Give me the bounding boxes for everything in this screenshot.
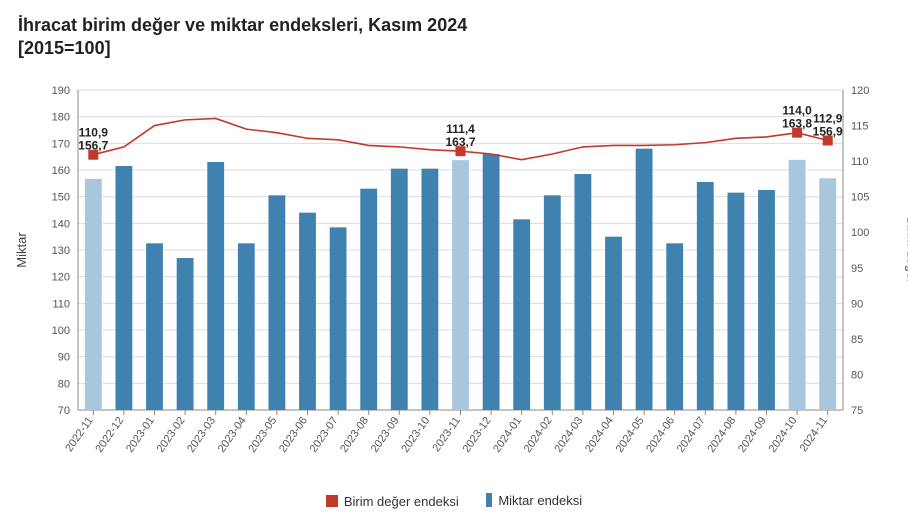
svg-text:120: 120 bbox=[52, 272, 70, 284]
svg-text:2024-03: 2024-03 bbox=[552, 415, 585, 455]
svg-text:2023-08: 2023-08 bbox=[338, 415, 371, 455]
svg-text:85: 85 bbox=[851, 334, 863, 346]
legend-item-bar: Miktar endeksi bbox=[486, 493, 582, 508]
svg-text:2023-06: 2023-06 bbox=[277, 415, 310, 455]
svg-text:100: 100 bbox=[851, 227, 869, 239]
svg-text:2024-01: 2024-01 bbox=[491, 415, 524, 455]
svg-text:2022-11: 2022-11 bbox=[63, 415, 96, 454]
svg-text:190: 190 bbox=[52, 85, 70, 97]
svg-text:110: 110 bbox=[52, 298, 70, 310]
y-axis-right-label: Birim değer bbox=[904, 217, 908, 283]
svg-text:170: 170 bbox=[52, 138, 70, 150]
svg-text:2023-05: 2023-05 bbox=[246, 415, 279, 455]
title-line-1: İhracat birim değer ve miktar endeksleri… bbox=[18, 15, 467, 35]
svg-text:2023-01: 2023-01 bbox=[124, 415, 157, 455]
svg-text:2023-03: 2023-03 bbox=[185, 415, 218, 455]
svg-text:105: 105 bbox=[851, 192, 869, 204]
legend-label-line: Birim değer endeksi bbox=[344, 494, 459, 509]
legend: Birim değer endeksi Miktar endeksi bbox=[0, 493, 908, 511]
svg-text:111,4: 111,4 bbox=[446, 122, 475, 136]
svg-text:114,0: 114,0 bbox=[782, 104, 812, 118]
svg-text:140: 140 bbox=[52, 218, 70, 230]
chart-title: İhracat birim değer ve miktar endeksleri… bbox=[18, 14, 898, 61]
svg-text:160: 160 bbox=[52, 165, 70, 177]
svg-text:150: 150 bbox=[52, 192, 70, 204]
svg-text:2024-11: 2024-11 bbox=[798, 415, 831, 454]
svg-text:163,7: 163,7 bbox=[445, 135, 475, 149]
svg-text:2023-07: 2023-07 bbox=[308, 415, 341, 455]
svg-text:90: 90 bbox=[58, 352, 70, 364]
svg-text:2023-04: 2023-04 bbox=[216, 415, 249, 455]
svg-text:156,9: 156,9 bbox=[813, 124, 843, 138]
svg-text:2024-05: 2024-05 bbox=[614, 415, 647, 455]
svg-text:2024-08: 2024-08 bbox=[705, 415, 738, 455]
svg-text:130: 130 bbox=[52, 245, 70, 257]
svg-text:2024-02: 2024-02 bbox=[522, 415, 555, 455]
svg-text:2024-07: 2024-07 bbox=[675, 415, 708, 455]
svg-text:80: 80 bbox=[58, 378, 70, 390]
svg-text:112,9: 112,9 bbox=[813, 111, 843, 125]
svg-text:95: 95 bbox=[851, 263, 863, 275]
svg-text:2024-06: 2024-06 bbox=[644, 415, 677, 455]
chart-svg: 70 80 90 100 110 120 130 140 150 160 170 180 190 75 80… bbox=[18, 80, 898, 480]
svg-text:115: 115 bbox=[851, 121, 869, 133]
svg-text:80: 80 bbox=[851, 369, 863, 381]
legend-label-bar: Miktar endeksi bbox=[498, 493, 582, 508]
svg-text:110: 110 bbox=[851, 156, 869, 168]
legend-swatch-line bbox=[326, 495, 338, 507]
svg-text:2023-12: 2023-12 bbox=[461, 415, 494, 455]
svg-text:2023-09: 2023-09 bbox=[369, 415, 402, 455]
svg-text:100: 100 bbox=[52, 325, 70, 337]
legend-item-line: Birim değer endeksi bbox=[326, 494, 459, 509]
svg-text:180: 180 bbox=[52, 112, 70, 124]
svg-text:2024-09: 2024-09 bbox=[736, 415, 769, 455]
svg-text:90: 90 bbox=[851, 298, 863, 310]
svg-text:163,8: 163,8 bbox=[782, 117, 812, 131]
svg-text:2023-02: 2023-02 bbox=[155, 415, 188, 455]
svg-text:70: 70 bbox=[58, 405, 70, 417]
svg-text:110,9: 110,9 bbox=[79, 126, 109, 140]
y-axis-left-label: Miktar bbox=[14, 232, 29, 267]
svg-text:2024-04: 2024-04 bbox=[583, 415, 616, 455]
svg-text:2022-12: 2022-12 bbox=[93, 415, 126, 455]
svg-text:2023-10: 2023-10 bbox=[399, 415, 432, 455]
svg-text:75: 75 bbox=[851, 405, 863, 417]
svg-text:156,7: 156,7 bbox=[78, 139, 108, 153]
chart-area: 70 80 90 100 110 120 130 140 150 160 170 180 190 75 80… bbox=[18, 80, 898, 480]
svg-text:2024-10: 2024-10 bbox=[767, 415, 800, 455]
svg-text:2023-11: 2023-11 bbox=[430, 415, 463, 454]
legend-swatch-bar bbox=[486, 493, 492, 507]
title-line-2: [2015=100] bbox=[18, 38, 111, 58]
svg-text:120: 120 bbox=[851, 85, 869, 97]
